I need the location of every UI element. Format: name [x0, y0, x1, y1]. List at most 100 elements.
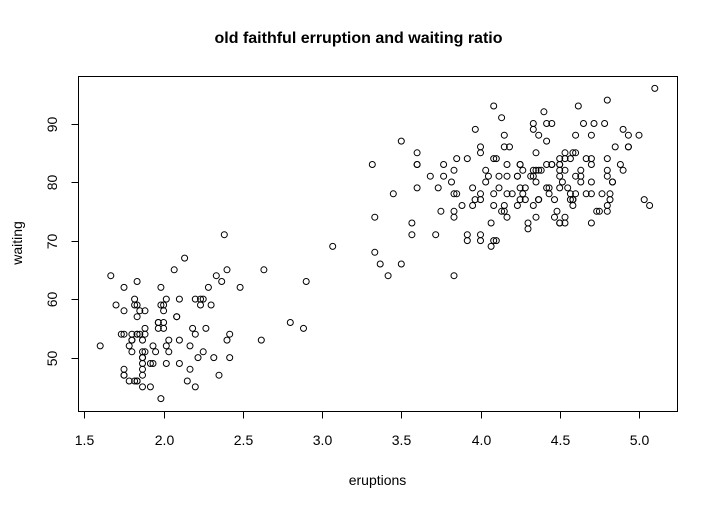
data-point — [329, 242, 337, 250]
data-point — [463, 237, 471, 245]
chart-title: old faithful erruption and waiting ratio — [214, 30, 503, 47]
data-point — [120, 283, 128, 291]
data-point — [593, 207, 601, 215]
data-point — [532, 149, 540, 157]
data-point — [587, 131, 595, 139]
data-point — [529, 202, 537, 209]
data-point — [440, 172, 448, 180]
data-point — [595, 207, 603, 215]
data-point — [300, 324, 307, 332]
data-point — [556, 184, 564, 192]
data-point — [516, 196, 524, 204]
data-point — [165, 336, 173, 344]
data-point — [286, 319, 294, 326]
data-point — [537, 166, 545, 174]
data-point — [492, 155, 500, 163]
data-point — [139, 336, 146, 344]
data-point — [154, 319, 162, 326]
data-point — [566, 190, 574, 198]
data-point — [487, 219, 495, 227]
data-point — [141, 324, 149, 332]
data-point — [220, 231, 228, 239]
data-point — [561, 219, 569, 227]
data-point — [463, 155, 471, 163]
data-point — [624, 143, 632, 151]
data-point — [199, 295, 207, 303]
data-point — [482, 178, 490, 186]
data-point — [131, 301, 139, 309]
data-point — [490, 155, 498, 163]
data-point — [165, 348, 173, 356]
data-point — [170, 266, 178, 274]
data-point — [529, 120, 537, 127]
data-point — [521, 196, 529, 204]
data-point — [564, 184, 572, 192]
data-point — [162, 342, 170, 350]
data-point — [173, 313, 181, 321]
data-point — [453, 190, 461, 198]
data-point — [553, 207, 561, 215]
data-point — [513, 202, 521, 209]
data-point — [223, 336, 231, 344]
data-point — [524, 219, 532, 227]
data-point — [492, 237, 500, 245]
data-point — [175, 336, 183, 344]
data-point — [471, 196, 479, 204]
data-point — [152, 348, 160, 356]
data-point — [519, 190, 527, 198]
data-point — [558, 178, 566, 186]
data-point — [160, 319, 168, 326]
data-point — [146, 360, 154, 367]
data-point — [551, 196, 558, 204]
data-point — [532, 178, 540, 186]
data-point — [125, 342, 133, 350]
y-tick-label: 90 — [44, 117, 60, 133]
data-point — [175, 295, 183, 303]
data-point — [376, 260, 384, 268]
data-point — [181, 254, 189, 262]
data-point — [521, 184, 529, 192]
data-point — [175, 360, 183, 367]
x-tick-label: 4.5 — [551, 432, 571, 448]
data-point — [606, 190, 614, 198]
data-point — [532, 213, 540, 221]
data-point — [397, 137, 405, 145]
data-point — [131, 377, 139, 385]
data-point — [117, 330, 125, 338]
data-point — [640, 196, 648, 204]
data-point — [529, 172, 537, 180]
data-point — [572, 149, 580, 157]
data-point — [556, 161, 564, 168]
data-point — [587, 161, 595, 168]
data-point — [477, 190, 484, 198]
data-point — [635, 131, 643, 139]
data-point — [450, 166, 458, 174]
data-point — [157, 283, 165, 291]
data-point — [218, 278, 226, 285]
data-point — [136, 330, 144, 338]
data-point — [482, 166, 490, 174]
data-point — [450, 190, 458, 198]
data-point — [440, 161, 448, 168]
data-point — [128, 348, 136, 356]
data-point — [207, 301, 215, 309]
data-point — [210, 354, 218, 362]
data-point — [120, 307, 128, 315]
data-point — [186, 342, 194, 350]
data-point — [524, 225, 532, 233]
data-point — [186, 365, 194, 373]
data-point — [141, 330, 149, 338]
data-point — [490, 237, 498, 245]
data-point — [397, 260, 405, 268]
data-point — [149, 342, 157, 350]
data-point — [572, 190, 580, 198]
data-point — [426, 172, 434, 180]
data-point — [141, 307, 149, 315]
data-point — [139, 354, 146, 362]
data-point — [183, 377, 191, 385]
data-point — [646, 202, 654, 209]
data-point — [495, 172, 503, 180]
data-point — [603, 96, 611, 104]
